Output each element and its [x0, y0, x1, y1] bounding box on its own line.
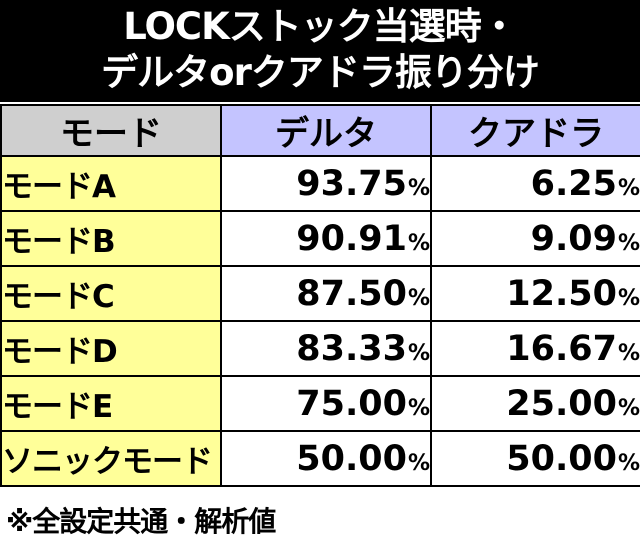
delta-value: 83.33%: [220, 320, 432, 377]
table-header-row: モード デルタ クアドラ: [0, 104, 640, 157]
title-line-1: LOCKストック当選時・: [123, 5, 518, 48]
delta-number: 75.00: [296, 383, 407, 424]
percent-sign: %: [617, 340, 640, 366]
quadra-number: 6.25: [530, 163, 617, 204]
percent-sign: %: [407, 175, 430, 201]
quadra-number: 50.00: [506, 438, 617, 479]
quadra-number: 12.50: [506, 273, 617, 314]
mode-label: モードC: [0, 265, 222, 322]
percent-sign: %: [407, 285, 430, 311]
delta-number: 50.00: [296, 438, 407, 479]
page-title: LOCKストック当選時・ デルタorクアドラ振り分け: [0, 0, 640, 102]
delta-number: 90.91: [296, 218, 407, 259]
quadra-number: 16.67: [506, 328, 617, 369]
delta-value: 90.91%: [220, 210, 432, 267]
quadra-number: 25.00: [506, 383, 617, 424]
percent-sign: %: [617, 230, 640, 256]
header-quadra: クアドラ: [430, 104, 640, 157]
percent-sign: %: [617, 285, 640, 311]
percent-sign: %: [407, 340, 430, 366]
percent-sign: %: [407, 450, 430, 476]
distribution-table: モード デルタ クアドラ モードA 93.75% 6.25% モードB 90.9…: [0, 104, 640, 487]
header-mode: モード: [0, 104, 222, 157]
percent-sign: %: [407, 230, 430, 256]
delta-value: 75.00%: [220, 375, 432, 432]
quadra-value: 9.09%: [430, 210, 640, 267]
delta-value: 93.75%: [220, 155, 432, 212]
percent-sign: %: [617, 395, 640, 421]
quadra-number: 9.09: [530, 218, 617, 259]
table-row: ソニックモード 50.00% 50.00%: [0, 430, 640, 487]
quadra-value: 16.67%: [430, 320, 640, 377]
quadra-value: 6.25%: [430, 155, 640, 212]
delta-value: 50.00%: [220, 430, 432, 487]
mode-label: ソニックモード: [0, 430, 222, 487]
delta-number: 87.50: [296, 273, 407, 314]
delta-number: 83.33: [296, 328, 407, 369]
table-row: モードA 93.75% 6.25%: [0, 155, 640, 212]
percent-sign: %: [617, 450, 640, 476]
percent-sign: %: [617, 175, 640, 201]
quadra-value: 50.00%: [430, 430, 640, 487]
mode-label: モードA: [0, 155, 222, 212]
table-row: モードE 75.00% 25.00%: [0, 375, 640, 432]
mode-label: モードE: [0, 375, 222, 432]
table-row: モードC 87.50% 12.50%: [0, 265, 640, 322]
mode-label: モードD: [0, 320, 222, 377]
footnote: ※全設定共通・解析値: [6, 505, 276, 538]
quadra-value: 25.00%: [430, 375, 640, 432]
table-row: モードD 83.33% 16.67%: [0, 320, 640, 377]
delta-number: 93.75: [296, 163, 407, 204]
title-line-2: デルタorクアドラ振り分け: [101, 51, 540, 94]
table-row: モードB 90.91% 9.09%: [0, 210, 640, 267]
quadra-value: 12.50%: [430, 265, 640, 322]
delta-value: 87.50%: [220, 265, 432, 322]
percent-sign: %: [407, 395, 430, 421]
mode-label: モードB: [0, 210, 222, 267]
header-delta: デルタ: [220, 104, 432, 157]
